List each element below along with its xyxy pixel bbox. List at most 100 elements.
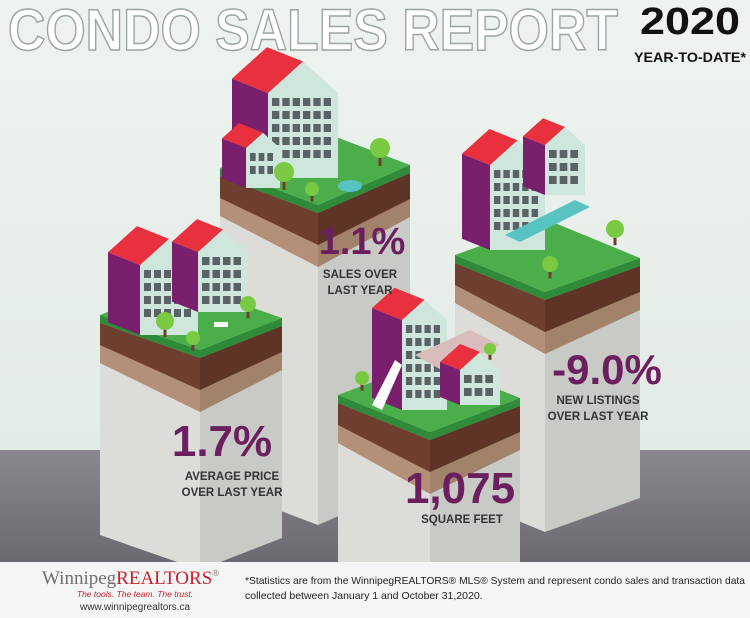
tree-trunk — [548, 269, 552, 279]
window — [323, 124, 331, 132]
house-side — [372, 308, 402, 410]
window — [164, 270, 171, 278]
window — [202, 257, 210, 265]
url[interactable]: www.winnipegrealtors.ca — [79, 602, 190, 613]
window — [174, 309, 181, 317]
window — [559, 163, 568, 171]
window — [267, 166, 273, 174]
tree — [156, 312, 174, 330]
window — [415, 338, 422, 346]
window — [415, 325, 422, 333]
window — [522, 209, 529, 217]
window — [433, 325, 440, 333]
window — [272, 124, 280, 132]
stat-label: OVER LAST YEAR — [182, 487, 283, 499]
window — [223, 283, 231, 291]
tree-trunk — [191, 342, 195, 351]
soil — [455, 263, 545, 332]
stat-value: -9.0% — [552, 346, 662, 393]
window — [313, 111, 321, 119]
window — [292, 137, 300, 145]
window — [164, 283, 171, 291]
window — [494, 183, 501, 191]
tree-trunk — [360, 382, 364, 391]
window — [154, 270, 161, 278]
tree-trunk — [246, 309, 250, 319]
window — [415, 377, 422, 385]
title: CONDO SALES REPORT — [8, 0, 618, 63]
house-side — [222, 138, 246, 188]
window — [494, 222, 501, 230]
window — [512, 209, 520, 217]
stat-value: 1.1% — [319, 221, 406, 263]
bench — [214, 322, 228, 327]
window — [282, 111, 290, 119]
window — [559, 150, 568, 158]
window — [223, 296, 231, 304]
window — [406, 390, 413, 398]
window — [250, 166, 256, 174]
window — [512, 170, 520, 178]
house-gable — [198, 229, 248, 252]
grass-edge — [220, 165, 410, 213]
window — [503, 170, 510, 178]
pool — [338, 180, 362, 192]
window — [303, 124, 311, 132]
window — [494, 209, 501, 217]
window — [144, 309, 151, 317]
subtitle: YEAR-TO-DATE* — [634, 49, 747, 65]
house-side — [462, 153, 490, 250]
house-roof — [372, 287, 425, 320]
window — [212, 296, 220, 304]
window — [503, 209, 510, 217]
window — [570, 176, 578, 184]
window — [503, 196, 510, 204]
house-roof — [232, 47, 303, 93]
soil — [545, 266, 640, 332]
tree-trunk — [282, 179, 286, 190]
stat-label: NEW LISTINGS — [556, 395, 639, 407]
window — [522, 196, 529, 204]
window — [494, 170, 501, 178]
window — [424, 377, 431, 385]
footer-band — [0, 562, 750, 618]
window — [323, 111, 331, 119]
house-side — [523, 136, 545, 195]
window — [474, 375, 483, 383]
window — [433, 364, 440, 372]
tree — [606, 220, 624, 238]
window — [464, 388, 472, 396]
house-gable — [402, 299, 447, 320]
window — [433, 377, 440, 385]
grass-edge — [100, 315, 282, 358]
window — [202, 270, 210, 278]
window — [223, 257, 231, 265]
window — [323, 137, 331, 145]
window — [202, 283, 210, 291]
window — [313, 124, 321, 132]
soil — [430, 406, 520, 472]
tree-trunk — [378, 155, 382, 166]
window — [267, 153, 273, 161]
window — [415, 390, 422, 398]
pool — [505, 200, 590, 242]
window — [549, 163, 557, 171]
window — [184, 309, 191, 317]
window — [282, 137, 290, 145]
house-roof — [440, 344, 480, 370]
tree — [370, 138, 390, 158]
window — [258, 153, 265, 161]
window — [474, 388, 483, 396]
window — [233, 283, 241, 291]
window — [144, 270, 151, 278]
window — [323, 98, 331, 106]
window — [154, 283, 161, 291]
window — [512, 196, 520, 204]
window — [233, 296, 241, 304]
window — [424, 338, 431, 346]
window — [512, 222, 520, 230]
tree-trunk — [163, 327, 167, 338]
stat-label: SQUARE FEET — [421, 514, 503, 526]
tree-trunk — [310, 193, 314, 202]
house-roof — [462, 129, 518, 165]
